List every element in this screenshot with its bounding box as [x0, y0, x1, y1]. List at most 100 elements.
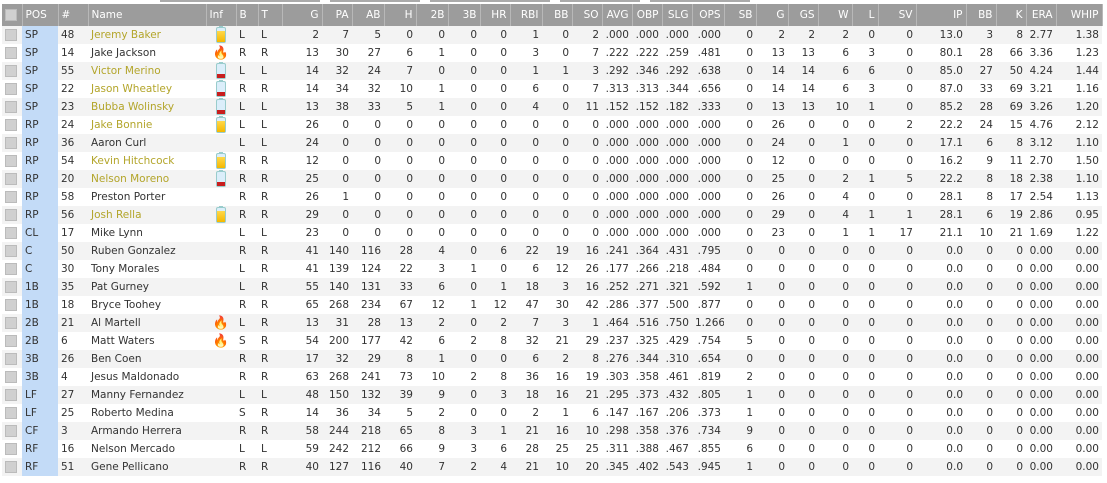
player-name[interactable]: Ben Coen	[88, 350, 206, 368]
column-header-ops[interactable]: OPS	[692, 4, 725, 26]
select-all-checkbox[interactable]	[5, 9, 17, 21]
player-name[interactable]: Pat Gurney	[88, 278, 206, 296]
table-row[interactable]: 3B 4 Jesus Maldonado R R 63 268 241 73 10 2 8 36 16 19…	[2, 368, 1102, 386]
player-name[interactable]: Jake Bonnie	[91, 119, 153, 131]
row-checkbox[interactable]	[5, 29, 17, 41]
player-name[interactable]: Josh Rella	[88, 206, 206, 224]
row-checkbox[interactable]	[5, 101, 17, 113]
table-row[interactable]: SP 23 Bubba Wolinsky L L 13 38 33 5 1 0 0 4 0 11.152.1…	[2, 98, 1102, 116]
player-name[interactable]: Matt Waters	[91, 335, 155, 347]
table-row[interactable]: RP 36 Aaron Curl L L 24 0 0 0 0 0 0 0 0 0.000.000.000.…	[2, 134, 1102, 152]
row-checkbox[interactable]	[5, 353, 17, 365]
column-header-hr[interactable]: HR	[480, 4, 511, 26]
column-header-g[interactable]: G	[282, 4, 323, 26]
column-header-bb[interactable]: BB	[966, 4, 997, 26]
player-name[interactable]: Armando Herrera	[88, 422, 206, 440]
column-header-w[interactable]: W	[818, 4, 853, 26]
row-checkbox[interactable]	[5, 173, 17, 185]
row-checkbox[interactable]	[5, 461, 17, 473]
row-checkbox[interactable]	[5, 47, 17, 59]
table-row[interactable]: C 30 Tony Morales L R 41 139 124 22 3 1 0 6 12 26 .177.…	[2, 260, 1102, 278]
table-row[interactable]: LF 25 Roberto Medina S R 14 36 34 5 2 0 0 2 1 6 .147 .16…	[2, 404, 1102, 422]
row-checkbox[interactable]	[5, 443, 17, 455]
row-checkbox[interactable]	[5, 119, 17, 131]
select-all-checkbox-header[interactable]	[2, 4, 23, 26]
row-checkbox[interactable]	[5, 425, 17, 437]
row-checkbox[interactable]	[5, 407, 17, 419]
column-header-obp[interactable]: OBP	[632, 4, 663, 26]
table-row[interactable]: SP 14 Jake Jackson 🔥 R R 13 30 27 6 1 0 0 3 0 7.222.222…	[2, 44, 1102, 62]
table-row[interactable]: CF 3 Armando Herrera R R 58 244 218 65 8 3 1 21 16 10.…	[2, 422, 1102, 440]
player-name[interactable]: Ruben Gonzalez	[88, 242, 206, 260]
column-header-inf[interactable]: Inf	[206, 4, 237, 26]
table-row[interactable]: C 50 Ruben Gonzalez R R 41 140 116 28 4 0 6 22 19 16.2…	[2, 242, 1102, 260]
column-header-bb[interactable]: BB	[542, 4, 573, 26]
player-name[interactable]: Al Martell	[88, 314, 206, 332]
column-header-avg[interactable]: AVG	[602, 4, 633, 26]
column-header-2b[interactable]: 2B	[416, 4, 449, 26]
table-row[interactable]: RP 54 Kevin Hitchcock R R 12 0 0 0 0 0 0 0 0 0 .000 .000…	[2, 152, 1102, 170]
player-name[interactable]: Jesus Maldonado	[91, 371, 180, 383]
column-header-slg[interactable]: SLG	[662, 4, 693, 26]
row-checkbox[interactable]	[5, 155, 17, 167]
table-row[interactable]: SP 48 Jeremy Baker L L 2 7 5 0 0 0 0 1 0 2.000.000.000…	[2, 26, 1102, 44]
column-header-sb[interactable]: SB	[724, 4, 757, 26]
column-header-pa[interactable]: PA	[322, 4, 353, 26]
column-header-pos[interactable]: POS	[22, 4, 59, 26]
table-row[interactable]: RF 51 Gene Pellicano R R 40 127 116 40 7 2 4 21 10 20.…	[2, 458, 1102, 476]
row-checkbox[interactable]	[5, 209, 17, 221]
row-checkbox[interactable]	[5, 245, 17, 257]
row-checkbox[interactable]	[5, 263, 17, 275]
row-checkbox[interactable]	[5, 191, 17, 203]
column-header-k[interactable]: K	[996, 4, 1027, 26]
column-header-name[interactable]: Name	[88, 4, 207, 26]
table-row[interactable]: 2B 6 Matt Waters 🔥 S R 54 200 177 42 6 2 8 32 21 29.237…	[2, 332, 1102, 350]
row-checkbox[interactable]	[5, 335, 17, 347]
player-name[interactable]: Bryce Toohey	[91, 299, 162, 311]
table-row[interactable]: 1B 18 Bryce Toohey R R 65 268 234 67 12 1 12 47 30 42.…	[2, 296, 1102, 314]
column-header-era[interactable]: ERA	[1026, 4, 1057, 26]
player-name[interactable]: Manny Fernandez	[88, 386, 206, 404]
player-name[interactable]: Bubba Wolinsky	[88, 98, 206, 116]
row-checkbox[interactable]	[5, 137, 17, 149]
table-row[interactable]: RP 20 Nelson Moreno R R 25 0 0 0 0 0 0 0 0 0.000.000.0…	[2, 170, 1102, 188]
row-checkbox[interactable]	[5, 389, 17, 401]
table-row[interactable]: LF 27 Manny Fernandez L L 48 150 132 39 9 0 3 18 16 21…	[2, 386, 1102, 404]
table-row[interactable]: SP 55 Victor Merino L L 14 32 24 7 0 0 0 1 1 3.292.346…	[2, 62, 1102, 80]
row-checkbox[interactable]	[5, 317, 17, 329]
player-name[interactable]: Nelson Mercado	[91, 443, 176, 455]
player-name[interactable]: Gene Pellicano	[88, 458, 206, 476]
player-name[interactable]: Preston Porter	[91, 191, 166, 203]
column-header-ab[interactable]: AB	[352, 4, 385, 26]
row-checkbox[interactable]	[5, 83, 17, 95]
table-row[interactable]: 2B 21 Al Martell 🔥 L R 13 31 28 13 2 0 2 7 3 1.464.516.…	[2, 314, 1102, 332]
column-header-whip[interactable]: WHIP	[1056, 4, 1103, 26]
player-name[interactable]: Jake Jackson	[91, 47, 156, 59]
player-name[interactable]: Tony Morales	[91, 263, 160, 275]
column-header-number[interactable]: #	[58, 4, 89, 26]
column-header-3b[interactable]: 3B	[448, 4, 481, 26]
table-row[interactable]: 3B 26 Ben Coen R R 17 32 29 8 1 0 0 6 2 8.276.344.310.…	[2, 350, 1102, 368]
player-name[interactable]: Nelson Moreno	[88, 170, 206, 188]
row-checkbox[interactable]	[5, 371, 17, 383]
column-header-sv[interactable]: SV	[878, 4, 917, 26]
player-name[interactable]: Jason Wheatley	[91, 83, 173, 95]
column-header-rbi[interactable]: RBI	[510, 4, 543, 26]
column-header-gs[interactable]: GS	[788, 4, 819, 26]
player-name[interactable]: Kevin Hitchcock	[91, 155, 175, 167]
table-row[interactable]: SP 22 Jason Wheatley R R 14 34 32 10 1 0 0 6 0 7.313.3…	[2, 80, 1102, 98]
table-row[interactable]: RP 58 Preston Porter R R 26 1 0 0 0 0 0 0 0 0 .000 .000.…	[2, 188, 1102, 206]
column-header-l[interactable]: L	[852, 4, 879, 26]
column-header-b[interactable]: B	[236, 4, 259, 26]
column-header-ip[interactable]: IP	[916, 4, 967, 26]
row-checkbox[interactable]	[5, 299, 17, 311]
column-header-so[interactable]: SO	[572, 4, 603, 26]
player-name[interactable]: Jeremy Baker	[88, 26, 206, 44]
column-header-h[interactable]: H	[384, 4, 417, 26]
column-header-t[interactable]: T	[258, 4, 283, 26]
table-row[interactable]: CL 17 Mike Lynn L L 23 0 0 0 0 0 0 0 0 0.000.000.000.0…	[2, 224, 1102, 242]
column-header-g[interactable]: G	[756, 4, 789, 26]
table-row[interactable]: RP 56 Josh Rella R R 29 0 0 0 0 0 0 0 0 0.000.000.000.…	[2, 206, 1102, 224]
row-checkbox[interactable]	[5, 281, 17, 293]
player-name[interactable]: Roberto Medina	[91, 407, 174, 419]
